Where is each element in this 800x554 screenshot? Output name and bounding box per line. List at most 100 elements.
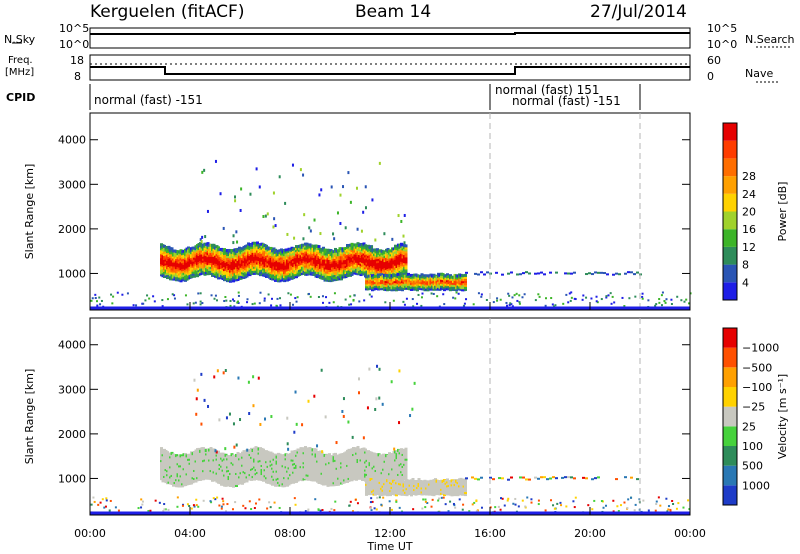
echo-cell (457, 292, 460, 295)
echo-cell (567, 272, 570, 275)
echo-cell (161, 305, 164, 308)
echo-cell (278, 175, 281, 179)
echo-cell (570, 291, 573, 294)
echo-cell (279, 297, 282, 300)
echo-cell (352, 298, 355, 301)
echo-cell (585, 296, 588, 299)
echo-cell (212, 448, 216, 452)
echo-cell (232, 234, 235, 238)
echo-cell (203, 272, 207, 276)
echo-cell (585, 273, 588, 276)
echo-cell (404, 268, 408, 272)
echo-cell (660, 294, 663, 297)
y-axis-label: Slant Range [km] (23, 164, 36, 260)
echo-cell (307, 292, 310, 295)
echo-cell (378, 161, 381, 165)
echo-cell (132, 304, 135, 307)
echo-cell (432, 292, 435, 295)
echo-cell (516, 273, 519, 276)
echo-cell (229, 299, 232, 302)
echo-cell (170, 247, 174, 251)
echo-cell (175, 454, 178, 458)
echo-cell (545, 297, 548, 300)
echo-cell (607, 294, 610, 297)
echo-cell (192, 302, 195, 305)
echo-cell (417, 293, 420, 296)
echo-cell (534, 299, 537, 302)
echo-cell (568, 292, 571, 295)
echo-cell (296, 296, 299, 299)
echo-cell (219, 192, 222, 196)
echo-cell (404, 246, 408, 250)
echo-cell (420, 296, 423, 299)
echo-cell (238, 246, 241, 250)
echo-cell (350, 303, 353, 306)
echo-cell (233, 305, 236, 308)
echo-cell (606, 273, 609, 276)
echo-cell (356, 227, 359, 231)
echo-cell (197, 292, 200, 295)
echo-cell (485, 298, 488, 301)
echo-cell (91, 297, 94, 300)
echo-cell (404, 256, 408, 260)
echo-cell (212, 243, 216, 247)
echo-cell (507, 292, 510, 295)
echo-cell (605, 295, 608, 298)
echo-cell (291, 163, 294, 167)
echo-cell (528, 272, 531, 275)
echo-cell (618, 273, 621, 276)
echo-cell (94, 297, 97, 300)
echo-cell (263, 299, 266, 302)
echo-cell (199, 238, 202, 242)
echo-cell (309, 229, 312, 233)
echo-cell (223, 248, 226, 252)
echo-cell (404, 272, 408, 276)
echo-cell (144, 299, 147, 302)
echo-cell (511, 305, 514, 308)
echo-cell (511, 296, 514, 299)
echo-cell (613, 301, 616, 304)
echo-cell (339, 221, 342, 225)
echo-cell (465, 298, 468, 301)
echo-cell (464, 283, 467, 287)
echo-cell (600, 298, 603, 301)
echo-cell (237, 294, 240, 297)
echo-cell (318, 193, 321, 197)
echo-cell (146, 294, 149, 297)
echo-cell (564, 272, 567, 275)
echo-cell (161, 299, 164, 302)
echo-cell (663, 300, 666, 303)
echo-cell (360, 229, 363, 233)
echo-cell (214, 294, 217, 297)
echo-cell (265, 244, 268, 248)
echo-cell (245, 274, 249, 278)
freq-line (90, 66, 690, 75)
echo-cell (334, 247, 337, 251)
echo-cell (627, 271, 630, 274)
echo-cell (404, 262, 408, 266)
echo-cell (689, 292, 692, 295)
echo-cell (463, 302, 466, 305)
echo-cell (554, 304, 557, 307)
echo-cell (641, 297, 644, 300)
echo-cell (371, 198, 374, 202)
echo-cell (240, 187, 243, 191)
echo-cell (272, 225, 275, 229)
echo-cell (483, 273, 486, 276)
echo-cell (213, 297, 216, 300)
echo-cell (464, 275, 467, 279)
echo-cell (621, 296, 624, 299)
echo-cell (163, 244, 166, 248)
echo-cell (513, 294, 516, 297)
echo-cell (610, 302, 613, 305)
echo-cell (321, 301, 324, 304)
echo-cell (332, 232, 335, 236)
echo-cell (289, 293, 292, 296)
echo-cell (217, 246, 220, 250)
echo-cell (90, 299, 93, 302)
echo-cell (404, 254, 408, 258)
echo-cell (396, 273, 400, 277)
echo-cell (363, 299, 366, 302)
